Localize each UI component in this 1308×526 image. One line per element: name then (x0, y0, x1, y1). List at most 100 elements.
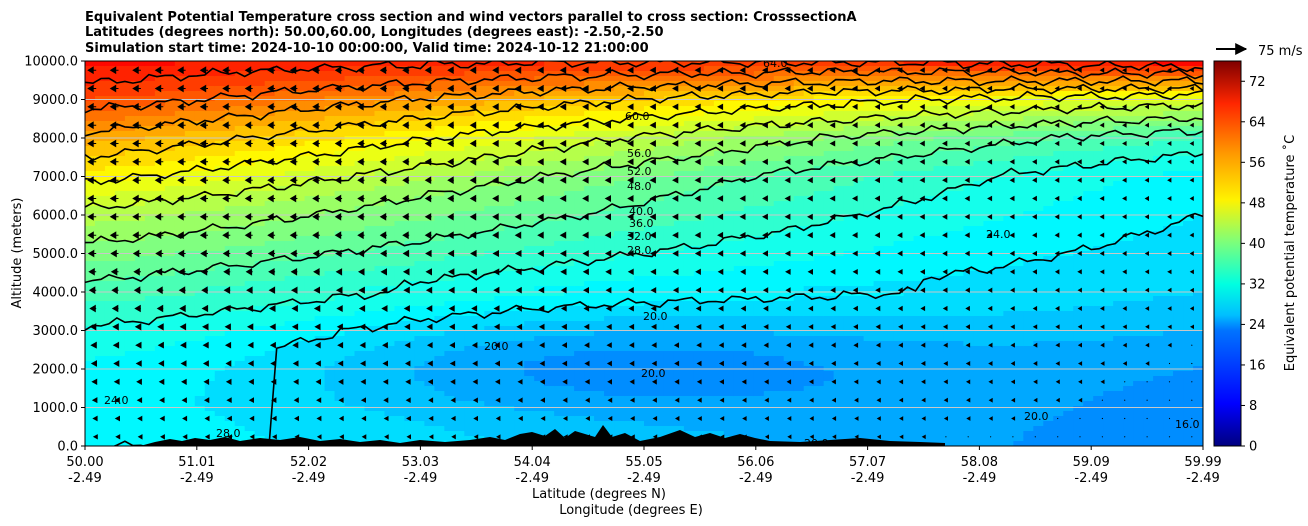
field-cell (653, 316, 665, 322)
field-cell (154, 246, 166, 252)
field-cell (144, 396, 156, 402)
field-cell (204, 66, 216, 72)
field-cell (564, 76, 575, 82)
field-cell (534, 206, 545, 212)
field-cell (274, 101, 286, 107)
field-cell (274, 276, 286, 282)
field-cell (634, 151, 645, 157)
field-cell (644, 76, 655, 82)
field-cell (404, 196, 416, 202)
field-cell (414, 386, 425, 392)
field-cell (683, 291, 695, 297)
field-cell (594, 291, 605, 297)
field-cell (404, 386, 416, 392)
field-cell (504, 176, 515, 182)
field-cell (104, 271, 116, 277)
field-cell (194, 171, 206, 177)
field-cell (144, 306, 156, 312)
field-cell (94, 396, 106, 402)
field-cell (384, 91, 396, 97)
field-cell (374, 161, 386, 167)
field-cell (234, 341, 246, 347)
field-cell (464, 141, 475, 147)
field-cell (444, 191, 455, 197)
field-cell (594, 141, 605, 147)
field-cell (104, 201, 116, 207)
field-cell (344, 166, 356, 172)
field-cell (194, 156, 206, 162)
field-cell (703, 296, 715, 302)
field-cell (723, 141, 735, 147)
field-cell (224, 236, 236, 242)
field-cell (604, 256, 615, 262)
field-cell (434, 86, 445, 92)
field-cell (414, 401, 425, 407)
field-cell (384, 316, 396, 322)
field-cell (104, 151, 116, 157)
field-cell (434, 91, 445, 97)
field-cell (693, 96, 705, 102)
field-cell (594, 266, 605, 272)
field-cell (114, 371, 126, 377)
field-cell (414, 106, 425, 112)
field-cell (564, 211, 575, 217)
field-cell (85, 351, 96, 357)
field-cell (564, 271, 575, 277)
field-cell (663, 201, 675, 207)
field-cell (534, 71, 545, 77)
field-cell (514, 391, 525, 397)
field-cell (464, 176, 475, 182)
field-cell (384, 406, 396, 412)
field-cell (604, 406, 615, 412)
field-cell (104, 131, 116, 137)
field-cell (324, 331, 336, 337)
field-cell (634, 211, 645, 217)
field-cell (723, 221, 735, 227)
field-cell (514, 111, 525, 117)
field-cell (444, 61, 455, 67)
field-cell (414, 326, 425, 332)
field-cell (244, 266, 256, 272)
field-cell (604, 296, 615, 302)
field-cell (354, 341, 366, 347)
field-cell (364, 346, 376, 352)
field-cell (663, 186, 675, 192)
field-cell (174, 411, 186, 417)
field-cell (104, 441, 116, 446)
field-cell (334, 296, 346, 302)
field-cell (354, 201, 366, 207)
field-cell (124, 401, 136, 407)
field-cell (174, 151, 186, 157)
field-cell (314, 231, 326, 237)
field-cell (653, 61, 665, 67)
field-cell (384, 376, 396, 382)
field-cell (374, 436, 386, 442)
field-cell (414, 311, 425, 317)
field-cell (634, 196, 645, 202)
field-cell (474, 351, 485, 357)
field-cell (144, 266, 156, 272)
field-cell (693, 331, 705, 337)
field-cell (504, 161, 515, 167)
field-cell (304, 246, 316, 252)
field-cell (544, 406, 555, 412)
field-cell (454, 371, 465, 377)
field-cell (484, 116, 495, 122)
field-cell (574, 261, 585, 267)
field-cell (723, 246, 735, 252)
field-cell (504, 196, 515, 202)
field-cell (324, 381, 336, 387)
field-cell (504, 156, 515, 162)
field-cell (494, 206, 505, 212)
field-cell (534, 261, 545, 267)
field-cell (574, 381, 585, 387)
field-cell (444, 331, 455, 337)
field-cell (194, 386, 206, 392)
field-cell (164, 241, 176, 247)
field-cell (663, 66, 675, 72)
field-cell (414, 166, 425, 172)
field-cell (414, 136, 425, 142)
field-cell (284, 291, 296, 297)
field-cell (264, 186, 276, 192)
field-cell (214, 231, 226, 237)
